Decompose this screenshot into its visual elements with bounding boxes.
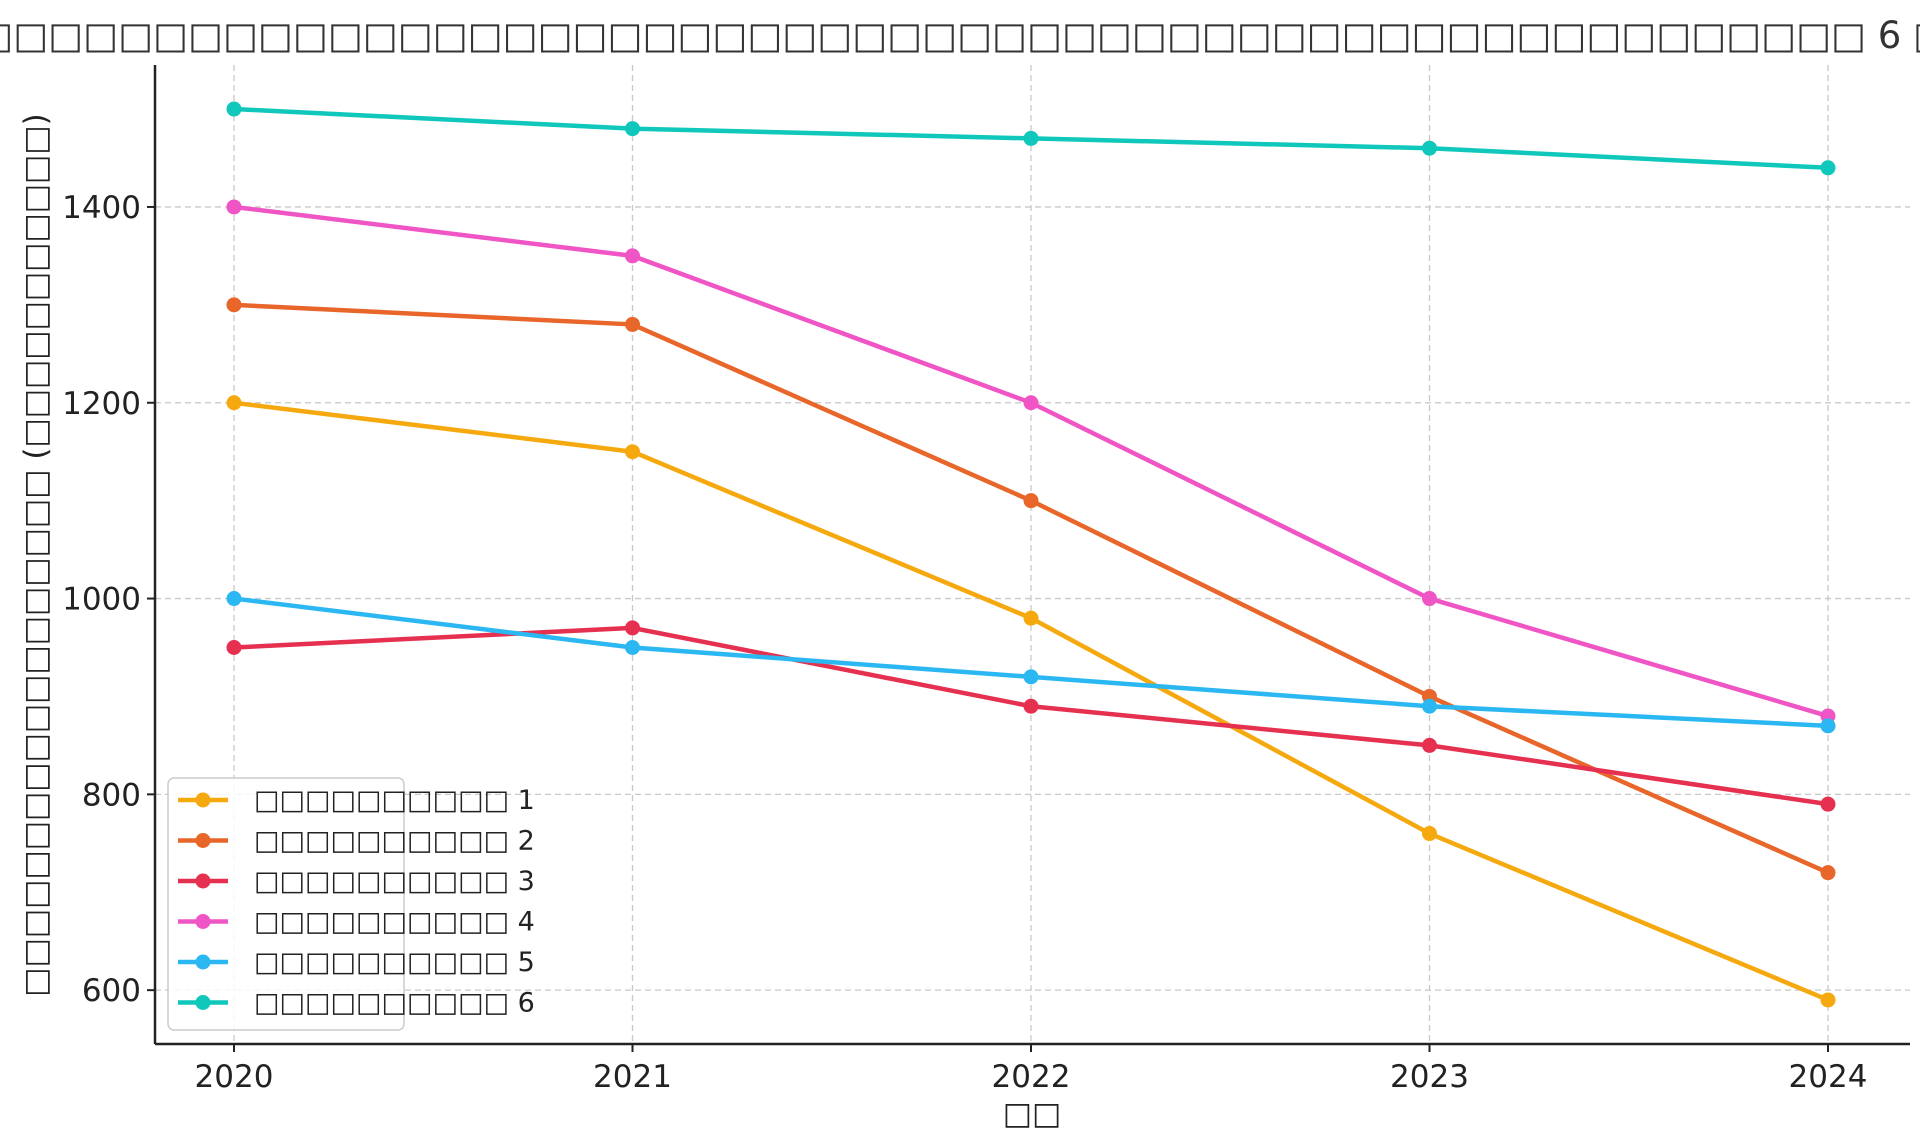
data-point bbox=[1820, 992, 1836, 1008]
data-point bbox=[226, 199, 242, 215]
data-point bbox=[625, 444, 640, 460]
data-point bbox=[625, 316, 640, 332]
legend-label: □□□□□□□□□□ 3 bbox=[254, 866, 535, 897]
data-point bbox=[1422, 591, 1437, 607]
y-axis-label: □□□□□□□□□□□□□□□□□□ (□□□□□□□□□□□) bbox=[18, 113, 54, 996]
series-2 bbox=[226, 297, 1836, 881]
chart-title: □□□□□□□□□□□□□□□□□□□□□□□□□□□□□□□□□□□□□□□□… bbox=[0, 14, 1920, 57]
series bbox=[226, 101, 1836, 1008]
data-point bbox=[1023, 669, 1039, 685]
legend-item: □□□□□□□□□□ 2 bbox=[178, 826, 535, 857]
data-point bbox=[1422, 698, 1437, 714]
data-point bbox=[226, 640, 242, 656]
y-tick-label: 1000 bbox=[62, 582, 141, 618]
legend-label: □□□□□□□□□□ 6 bbox=[254, 988, 535, 1019]
y-tick-label: 800 bbox=[82, 777, 141, 813]
grid bbox=[155, 65, 1910, 1044]
legend-item: □□□□□□□□□□ 1 bbox=[178, 785, 535, 816]
x-axis-label: □□ bbox=[1003, 1096, 1062, 1132]
data-point bbox=[1422, 826, 1437, 842]
legend-marker bbox=[195, 833, 211, 848]
legend-item: □□□□□□□□□□ 4 bbox=[178, 907, 535, 938]
series-4 bbox=[226, 199, 1836, 724]
series-3 bbox=[226, 620, 1836, 812]
data-point bbox=[226, 297, 242, 313]
data-point bbox=[1023, 610, 1039, 626]
legend-label: □□□□□□□□□□ 5 bbox=[254, 947, 535, 978]
x-tick-label: 2024 bbox=[1789, 1059, 1868, 1095]
data-point bbox=[625, 620, 640, 636]
x-tick-label: 2022 bbox=[992, 1059, 1071, 1095]
data-point bbox=[226, 591, 242, 607]
legend-marker bbox=[195, 792, 211, 808]
data-point bbox=[226, 395, 242, 411]
legend-marker bbox=[195, 873, 211, 889]
data-point bbox=[625, 640, 640, 656]
axes bbox=[153, 65, 1910, 1046]
legend-marker bbox=[195, 954, 211, 970]
data-point bbox=[1422, 140, 1437, 156]
y-tick-label: 1400 bbox=[62, 190, 141, 226]
data-point bbox=[625, 248, 640, 264]
legend-item: □□□□□□□□□□ 5 bbox=[178, 947, 535, 978]
data-point bbox=[1023, 395, 1039, 411]
x-tick-label: 2020 bbox=[195, 1059, 274, 1095]
legend-marker bbox=[195, 914, 211, 929]
series-5 bbox=[226, 591, 1836, 734]
data-point bbox=[1023, 698, 1039, 714]
y-tick-label: 600 bbox=[82, 973, 141, 1009]
legend-label: □□□□□□□□□□ 1 bbox=[254, 785, 535, 816]
tick-labels: 2020 2021 2022 2023 2024 600 800 1000 1200 1400 bbox=[62, 190, 1867, 1095]
data-point bbox=[1820, 796, 1836, 812]
legend-item: □□□□□□□□□□ 3 bbox=[178, 866, 535, 897]
series-6 bbox=[226, 101, 1836, 176]
legend: □□□□□□□□□□ 1 □□□□□□□□□□ 2 □□□□□□□□□□ 3 □□□□… bbox=[167, 777, 535, 1031]
data-point bbox=[1820, 160, 1836, 176]
data-point bbox=[1422, 737, 1437, 753]
x-tick-label: 2021 bbox=[593, 1059, 672, 1095]
legend-label: □□□□□□□□□□ 2 bbox=[254, 826, 535, 857]
data-point bbox=[1820, 865, 1836, 881]
series-1 bbox=[226, 395, 1836, 1008]
legend-item: □□□□□□□□□□ 6 bbox=[178, 988, 535, 1019]
data-point bbox=[1023, 130, 1039, 146]
data-point bbox=[1023, 493, 1039, 509]
data-point bbox=[226, 101, 242, 117]
y-tick-label: 1200 bbox=[62, 386, 141, 422]
x-tick-label: 2023 bbox=[1390, 1059, 1469, 1095]
legend-label: □□□□□□□□□□ 4 bbox=[254, 907, 535, 938]
data-point bbox=[625, 121, 640, 137]
legend-marker bbox=[195, 995, 211, 1010]
data-point bbox=[1820, 718, 1836, 734]
